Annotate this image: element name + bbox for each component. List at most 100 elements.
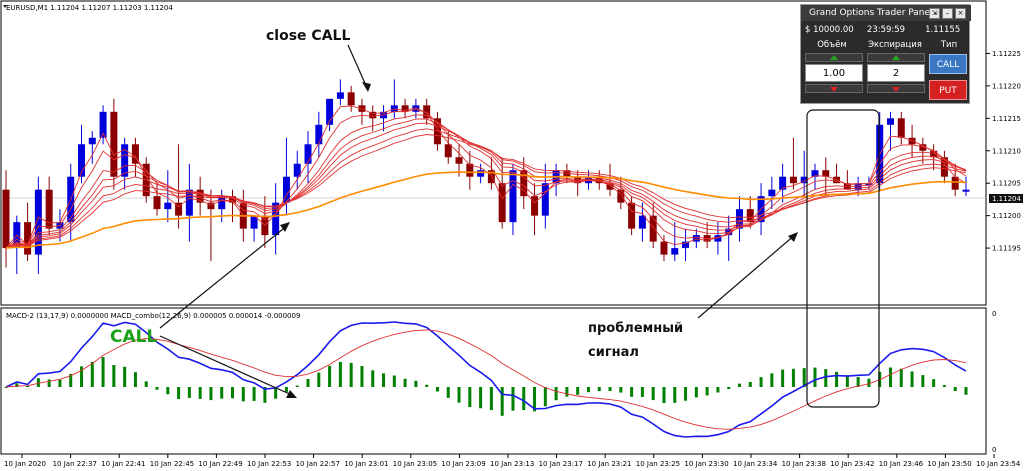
macd-histogram-bar [565,387,569,397]
expiration-input[interactable]: 2 [867,64,925,82]
candle-bear [617,189,625,203]
candle-bull [886,118,894,125]
candle-bull [962,189,970,192]
macd-histogram-bar [144,381,148,387]
macd-histogram-bar [932,379,936,387]
macd-histogram-bar [619,387,623,393]
macd-histogram-bar [209,387,213,401]
macd-histogram-bar [845,375,849,387]
macd-histogram-bar [576,387,580,395]
trader-panel: Grand Options Trader Panel ⇲ – × $ 10000… [800,4,971,104]
volume-input[interactable]: 1.00 [805,64,863,82]
macd-histogram-bar [964,387,968,395]
minimize-icon[interactable]: – [942,8,953,19]
macd-histogram-bar [835,371,839,387]
put-button[interactable]: PUT [929,80,967,100]
candle-bear [401,105,409,112]
time-tick-label: 10 Jan 23:13 [490,460,534,468]
price-tick-label: 1.11215 [992,115,1021,123]
macd-histogram-bar [716,387,720,393]
time-tick-label: 10 Jan 2020 [4,460,46,468]
macd-histogram-bar [684,387,688,401]
macd-histogram-bar [543,387,547,407]
macd-histogram-bar [371,370,375,387]
candle-bull [304,144,312,164]
macd-histogram-bar [284,387,288,392]
macd-tick-label: 0 [992,446,996,454]
macd-histogram-bar [457,387,461,403]
macd-histogram-bar [899,368,903,387]
candle-bull [811,170,819,177]
macd-histogram-bar [317,372,321,387]
candle-bull [800,176,808,184]
macd-histogram-bar [220,387,224,399]
candle-bear [746,209,754,223]
macd-layer [4,321,968,438]
candle-bull [854,183,862,190]
volume-decrease-button[interactable] [805,84,863,93]
price-tick-label: 1.11200 [992,212,1021,220]
macd-histogram-bar [187,387,191,398]
current-price-label: 1.11204 [992,195,1021,203]
candle-bear [347,92,355,106]
macd-tick-label: 0 [992,310,996,318]
macd-histogram-bar [770,373,774,387]
price-tick-label: 1.11205 [992,180,1021,188]
expiration-decrease-button[interactable] [867,84,925,93]
time-tick-label: 10 Jan 22:57 [296,460,340,468]
macd-histogram-bar [241,387,245,402]
macd-histogram-bar [824,369,828,387]
candle-bull [865,183,873,186]
time-tick-label: 10 Jan 22:41 [101,460,145,468]
macd-histogram-bar [15,383,19,387]
chart-header-arrow-icon [3,5,7,8]
annotation-problem-arrow [697,233,797,319]
problem-signal-highlight-box [806,109,880,408]
macd-histogram-bar [4,387,8,388]
macd-histogram-bar [953,387,957,392]
candle-bear [110,111,118,177]
macd-histogram-bar [425,384,429,387]
macd-histogram-bar [673,387,677,403]
close-icon[interactable]: × [955,8,966,19]
candle-bear [930,150,938,158]
macd-histogram-bar [414,380,418,387]
candle-bull [164,202,172,210]
candle-bull [509,170,517,223]
candle-bear [919,144,927,151]
annotation-call-arrowhead-up [280,222,290,232]
candle-bear [951,176,959,190]
macd-line [5,321,967,438]
expiration-increase-button[interactable] [867,53,925,62]
macd-histogram-bar [856,377,860,387]
macd-histogram-bar [759,377,763,387]
macd-histogram-bar [608,387,612,392]
volume-increase-button[interactable] [805,53,863,62]
macd-histogram-bar [263,387,267,403]
macd-histogram-bar [80,366,84,387]
candle-bull [326,98,334,125]
macd-histogram-bar [166,387,170,395]
price-pane-frame [0,0,987,306]
macd-histogram-bar [446,387,450,398]
candle-bull [541,183,549,216]
macd-histogram-bar [802,368,806,387]
call-button[interactable]: CALL [929,54,967,74]
candle-bear [574,176,582,184]
macd-signal-line [5,329,967,430]
macd-histogram-bar [586,387,590,393]
candle-bull [682,241,690,249]
candle-bull [779,176,787,190]
candle-bull [315,124,323,145]
time-tick-label: 10 Jan 23:21 [587,460,631,468]
candle-bull [218,196,226,210]
macd-histogram-bar [36,378,40,387]
long-ma-line [5,171,967,249]
macd-histogram-bar [694,387,698,398]
time-tick-label: 10 Jan 23:50 [927,460,971,468]
candle-bear [628,202,636,229]
axes-layer: 1.11225 1.11220 1.11215 1.11210 1.11205 1.112… [4,50,1021,468]
candle-bear [897,118,905,138]
pin-icon[interactable]: ⇲ [929,8,940,19]
